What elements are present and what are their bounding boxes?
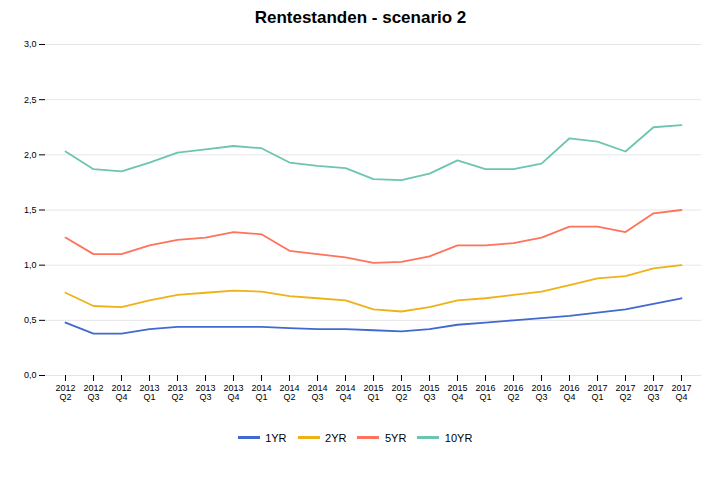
svg-text:2016Q4: 2016Q4 [559,383,579,402]
html-text:5YR: 5YR [384,431,407,444]
svg-text:2014Q3: 2014Q3 [307,383,327,402]
svg-text:2013Q1: 2013Q1 [139,383,159,402]
svg-text:0,0: 0,0 [24,370,37,380]
svg-text:2013Q4: 2013Q4 [223,383,243,402]
svg-text:2017Q1: 2017Q1 [587,383,607,402]
svg-text:2016Q1: 2016Q1 [475,383,495,402]
svg-text:2013Q2: 2013Q2 [167,383,187,402]
svg-text:2017Q3: 2017Q3 [643,383,663,402]
svg-text:2012Q3: 2012Q3 [83,383,103,402]
svg-text:2013Q3: 2013Q3 [195,383,215,402]
svg-text:2012Q2: 2012Q2 [55,383,75,402]
svg-text:2017Q4: 2017Q4 [671,383,691,402]
svg-text:2014Q1: 2014Q1 [251,383,271,402]
svg-text:3,0: 3,0 [24,39,37,49]
svg-text:2016Q2: 2016Q2 [503,383,523,402]
svg-text:2015Q1: 2015Q1 [363,383,383,402]
html-text:1YR: 1YR [265,431,287,444]
svg-text:2017Q2: 2017Q2 [615,383,635,402]
html-text:10YR: 10YR [444,431,473,444]
svg-text:2016Q3: 2016Q3 [531,383,551,402]
svg-text:2,5: 2,5 [24,95,37,105]
svg-text:1,5: 1,5 [24,205,37,215]
svg-text:2014Q2: 2014Q2 [279,383,299,402]
svg-text:2015Q3: 2015Q3 [419,383,439,402]
svg-text:2014Q4: 2014Q4 [335,383,355,402]
svg-text:0,5: 0,5 [24,315,37,325]
html-text:2YR: 2YR [325,431,347,444]
svg-text:2015Q2: 2015Q2 [391,383,411,402]
svg-text:2012Q4: 2012Q4 [111,383,131,402]
html-text:Rentestanden - scenario 2: Rentestanden - scenario 2 [254,8,467,27]
svg-text:2,0: 2,0 [24,150,37,160]
svg-text:1,0: 1,0 [24,260,37,270]
svg-text:2015Q4: 2015Q4 [447,383,467,402]
